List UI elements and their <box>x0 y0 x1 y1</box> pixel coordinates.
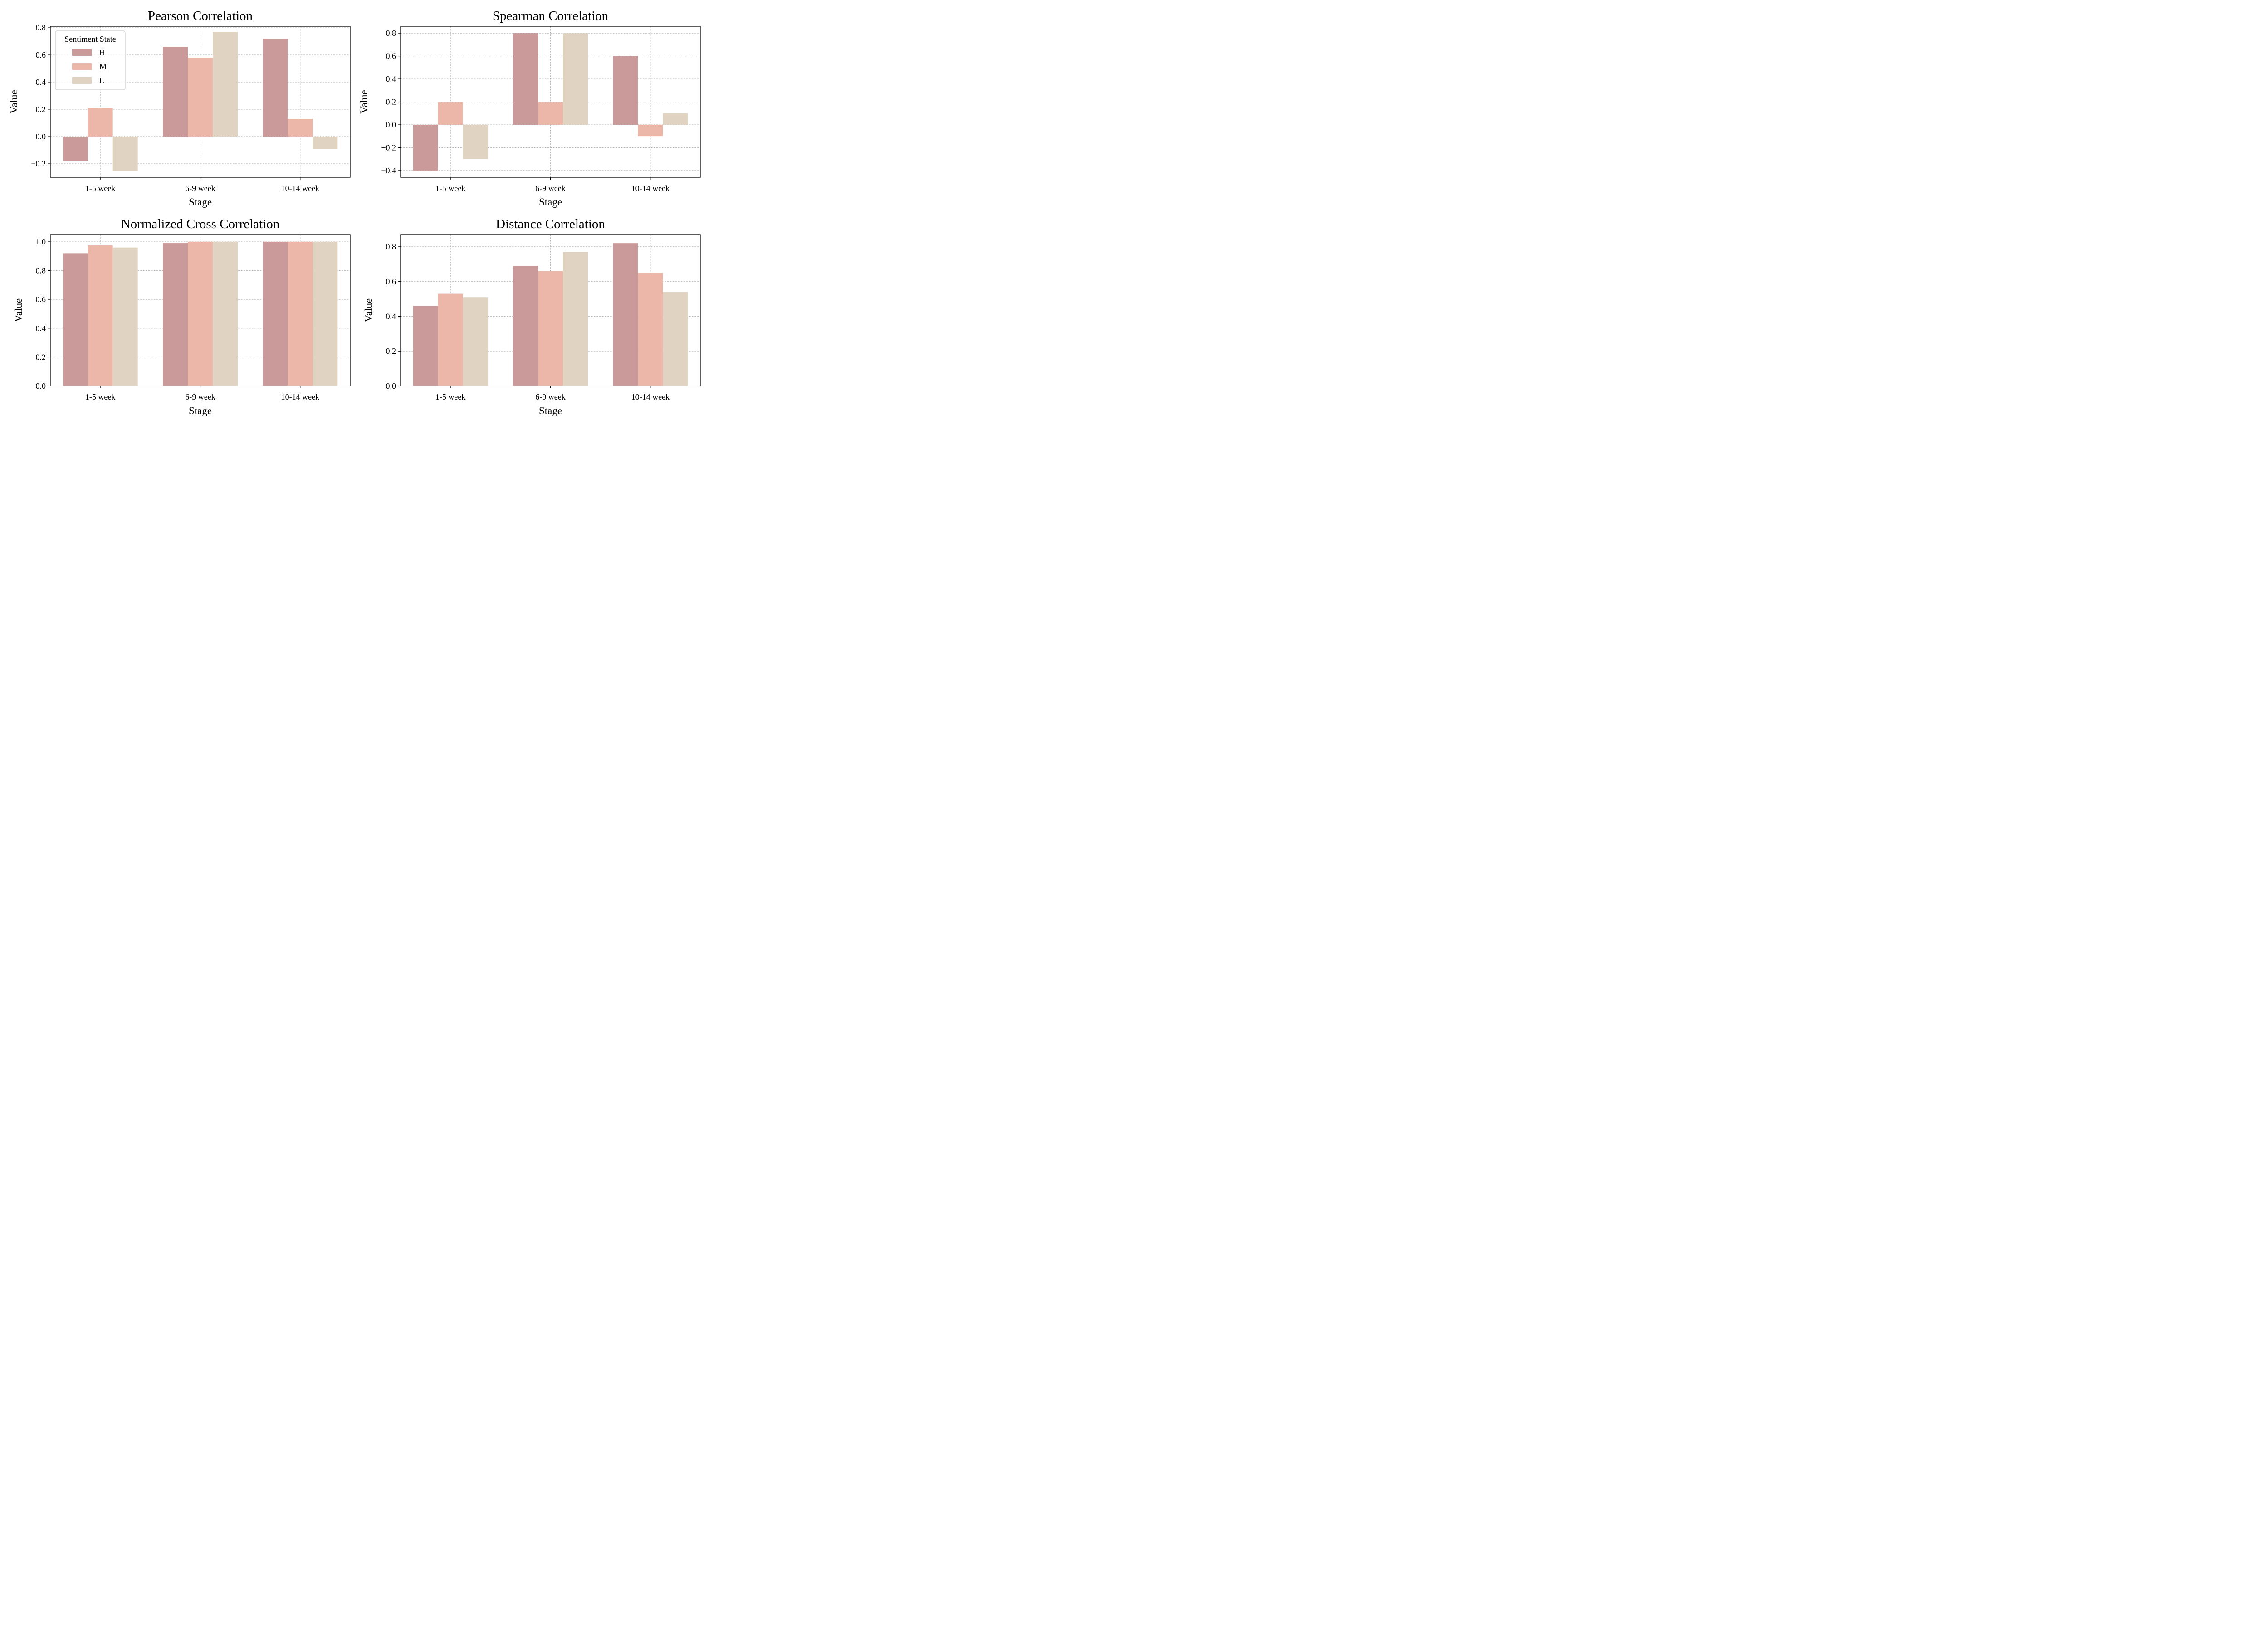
spearman-xtick-label-2: 10-14 week <box>631 184 670 193</box>
ncc-xlabel: Stage <box>189 405 212 416</box>
pearson-ytick-label-1: 0.0 <box>36 132 46 141</box>
distance-bar-L-2 <box>663 292 688 386</box>
pearson-xtick-label-2: 10-14 week <box>281 184 319 193</box>
spearman-ytick-label-2: 0.0 <box>386 120 396 129</box>
pearson-title: Pearson Correlation <box>148 9 253 23</box>
pearson-xtick-label-0: 1-5 week <box>85 184 115 193</box>
ncc-xtick-label-1: 6-9 week <box>185 392 215 401</box>
pearson-legend-swatch-M <box>72 63 92 70</box>
ncc-ytick-label-4: 0.8 <box>36 266 46 275</box>
spearman-xlabel: Stage <box>539 196 562 208</box>
ncc-bar-L-1 <box>213 241 238 386</box>
figure: −0.2 0.0 0.2 0.4 0.6 0.8 1-5 week 6-9 week 10-14… <box>8 9 701 416</box>
ncc-bar-M-2 <box>288 241 313 386</box>
spearman-bar-M-0 <box>438 102 463 125</box>
ncc-ylabel: Value <box>13 298 24 322</box>
distance-ytick-label-4: 0.8 <box>386 242 396 251</box>
pearson-legend-swatch-H <box>72 49 92 56</box>
distance-bar-L-1 <box>563 252 588 386</box>
spearman-ytick-label-5: 0.6 <box>386 52 396 61</box>
ncc-bar-L-0 <box>112 247 138 386</box>
spearman-bar-L-2 <box>663 113 688 125</box>
distance-bar-H-2 <box>613 243 638 386</box>
ncc-panel: 0.0 0.2 0.4 0.6 0.8 1.0 1-5 week 6-9 week 10-14 … <box>13 217 351 416</box>
pearson-bar-L-0 <box>112 137 138 171</box>
pearson-xlabel: Stage <box>189 196 212 208</box>
ncc-ytick-label-0: 0.0 <box>36 381 46 391</box>
pearson-legend-swatch-L <box>72 77 92 84</box>
spearman-bar-H-0 <box>413 124 438 171</box>
spearman-panel: −0.4 −0.2 0.0 0.2 0.4 0.6 0.8 1-5 week 6-9 week 1… <box>358 9 701 208</box>
ncc-ytick-label-5: 1.0 <box>36 237 46 246</box>
spearman-xtick-label-0: 1-5 week <box>435 184 465 193</box>
pearson-legend-label-L: L <box>99 76 104 85</box>
pearson-ytick-label-3: 0.4 <box>36 78 46 87</box>
pearson-panel: −0.2 0.0 0.2 0.4 0.6 0.8 1-5 week 6-9 week 10-14… <box>8 9 351 208</box>
ncc-bar-M-1 <box>188 241 213 386</box>
spearman-xtick-label-1: 6-9 week <box>535 184 565 193</box>
ncc-bar-H-2 <box>263 241 288 386</box>
pearson-legend-label-H: H <box>99 48 105 57</box>
pearson-bar-H-1 <box>163 47 188 137</box>
distance-bar-M-2 <box>638 273 663 386</box>
spearman-bar-M-1 <box>538 102 563 125</box>
pearson-ytick-label-4: 0.6 <box>36 50 46 59</box>
pearson-xtick-label-1: 6-9 week <box>185 184 215 193</box>
pearson-bar-H-0 <box>63 137 88 161</box>
spearman-title: Spearman Correlation <box>493 9 609 23</box>
spearman-bar-M-2 <box>638 124 663 137</box>
ncc-title: Normalized Cross Correlation <box>121 217 280 231</box>
spearman-ytick-label-0: −0.4 <box>381 166 396 175</box>
pearson-bar-M-1 <box>188 58 213 137</box>
spearman-ytick-label-3: 0.2 <box>386 98 396 107</box>
distance-xlabel: Stage <box>539 405 562 416</box>
ncc-ytick-label-3: 0.6 <box>36 295 46 304</box>
pearson-bar-L-1 <box>213 32 238 137</box>
distance-ytick-label-2: 0.4 <box>386 312 396 321</box>
pearson-bar-L-2 <box>313 137 338 149</box>
distance-xtick-label-0: 1-5 week <box>435 392 465 401</box>
ncc-bar-M-0 <box>88 245 113 386</box>
ncc-ytick-label-1: 0.2 <box>36 352 46 362</box>
spearman-ytick-label-4: 0.4 <box>386 74 396 83</box>
spearman-bar-H-2 <box>613 56 638 125</box>
distance-xtick-label-2: 10-14 week <box>631 392 670 401</box>
distance-title: Distance Correlation <box>496 217 605 231</box>
pearson-bar-M-2 <box>288 119 313 137</box>
spearman-bar-L-1 <box>563 33 588 125</box>
spearman-ytick-label-6: 0.8 <box>386 29 396 38</box>
ncc-bar-H-0 <box>63 253 88 386</box>
distance-bar-H-0 <box>413 306 438 386</box>
pearson-ylabel: Value <box>8 90 20 113</box>
ncc-xtick-label-2: 10-14 week <box>281 392 319 401</box>
spearman-bar-H-1 <box>513 33 538 125</box>
distance-bar-H-1 <box>513 266 538 386</box>
spearman-ylabel: Value <box>358 90 370 113</box>
distance-bar-M-1 <box>538 271 563 386</box>
ncc-ytick-label-2: 0.4 <box>36 324 46 333</box>
ncc-bar-H-1 <box>163 243 188 386</box>
distance-panel: 0.0 0.2 0.4 0.6 0.8 1-5 week 6-9 week 10-14 wee… <box>363 217 701 416</box>
distance-ytick-label-0: 0.0 <box>386 381 396 391</box>
distance-bar-M-0 <box>438 293 463 386</box>
spearman-ytick-label-1: −0.2 <box>381 143 396 152</box>
spearman-bar-L-0 <box>463 124 488 159</box>
distance-xtick-label-1: 6-9 week <box>535 392 565 401</box>
distance-ytick-label-1: 0.2 <box>386 347 396 356</box>
pearson-legend-label-M: M <box>99 62 107 71</box>
pearson-legend-title: Sentiment State <box>64 34 116 44</box>
ncc-xtick-label-0: 1-5 week <box>85 392 115 401</box>
distance-ytick-label-3: 0.6 <box>386 277 396 286</box>
pearson-ytick-label-2: 0.2 <box>36 105 46 114</box>
distance-ylabel: Value <box>363 298 374 322</box>
pearson-bar-H-2 <box>263 39 288 137</box>
ncc-bar-L-2 <box>313 241 338 386</box>
pearson-ytick-label-5: 0.8 <box>36 23 46 32</box>
pearson-legend: Sentiment State HML <box>55 30 126 90</box>
pearson-legend-box <box>55 30 126 90</box>
pearson-ytick-label-0: −0.2 <box>31 159 46 168</box>
distance-bar-L-0 <box>463 297 488 386</box>
pearson-bar-M-0 <box>88 108 113 137</box>
